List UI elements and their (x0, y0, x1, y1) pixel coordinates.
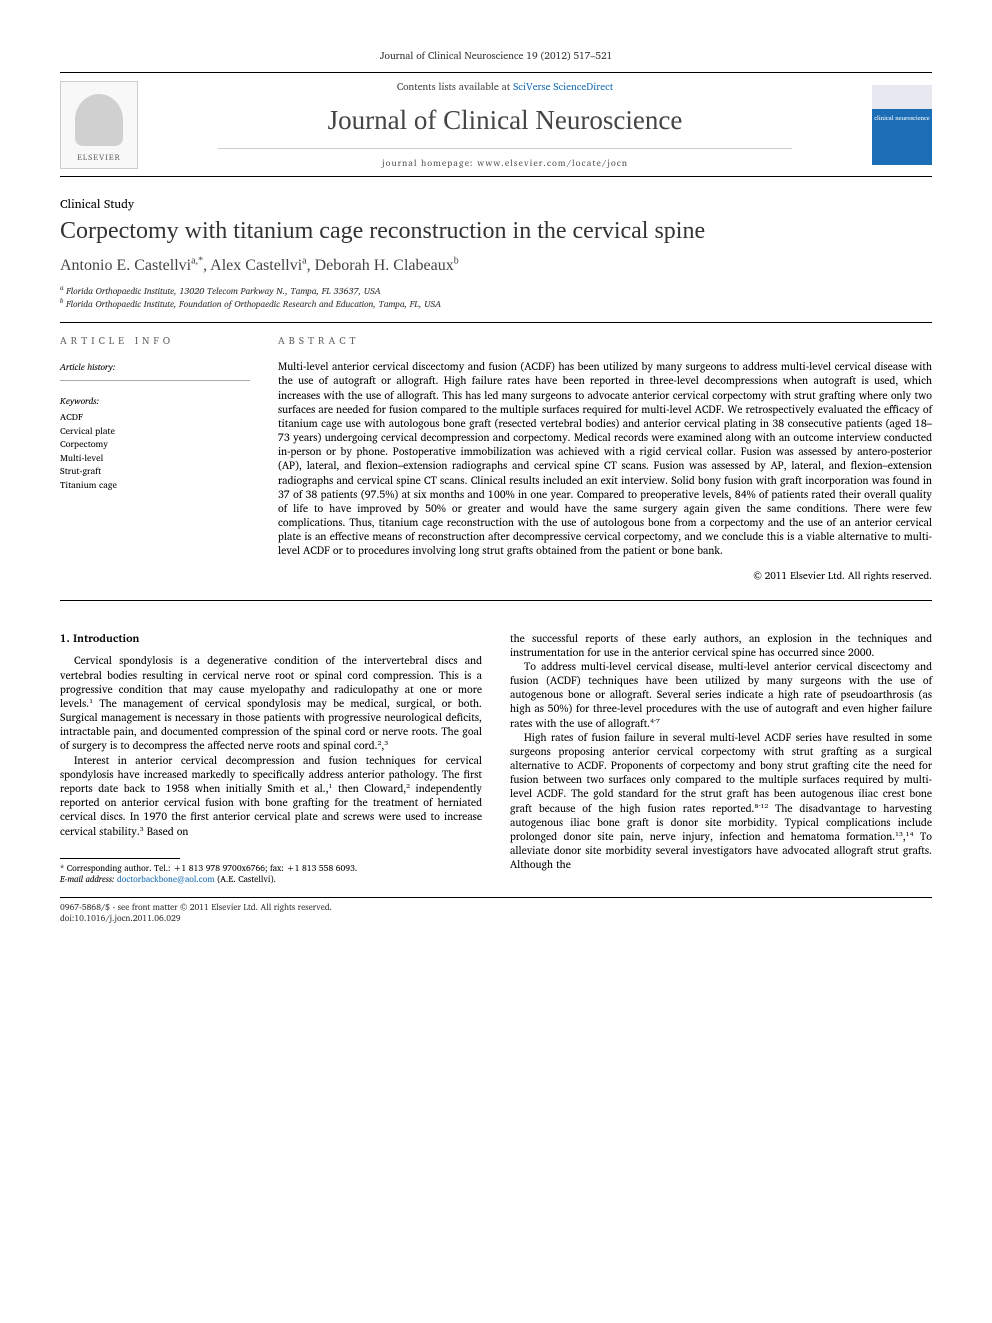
doi-line: doi:10.1016/j.jocn.2011.06.029 (60, 913, 932, 924)
keyword: ACDF (60, 410, 250, 424)
author-3: , Deborah H. Clabeaux (307, 257, 454, 274)
authors-line: Antonio E. Castellvia,*, Alex Castellvia… (60, 257, 932, 275)
publisher-label: ELSEVIER (77, 150, 121, 164)
front-matter-line: 0967-5868/$ - see front matter © 2011 El… (60, 902, 932, 913)
homepage-url[interactable]: www.elsevier.com/locate/jocn (477, 155, 628, 170)
homepage-prefix: journal homepage: (382, 155, 477, 170)
contents-line: Contents lists available at SciVerse Sci… (138, 79, 872, 95)
elsevier-logo: ELSEVIER (60, 81, 138, 169)
contents-prefix: Contents lists available at (397, 79, 513, 95)
affiliations: a Florida Orthopaedic Institute, 13020 T… (60, 285, 932, 323)
affiliation-b: b Florida Orthopaedic Institute, Foundat… (60, 298, 932, 311)
body-paragraph: the successful reports of these early au… (510, 631, 932, 659)
keyword: Cervical plate (60, 424, 250, 438)
keywords-list: ACDF Cervical plate Corpectomy Multi-lev… (60, 410, 250, 491)
article-type: Clinical Study (60, 195, 932, 214)
running-head: Journal of Clinical Neuroscience 19 (201… (60, 48, 932, 64)
email-line: E-mail address: doctorbackbone@aol.com (… (60, 874, 482, 885)
journal-cover-thumb: clinical neuroscience (872, 85, 932, 165)
author-2: , Alex Castellvi (203, 257, 302, 274)
body-paragraph: Cervical spondylosis is a degenerative c… (60, 653, 482, 752)
abstract-body: Multi-level anterior cervical discectomy… (278, 359, 932, 557)
column-right: the successful reports of these early au… (510, 631, 932, 885)
body-paragraph: To address multi-level cervical disease,… (510, 659, 932, 730)
keyword: Strut-graft (60, 464, 250, 478)
article-history-label: Article history: (60, 359, 250, 381)
column-left: 1. Introduction Cervical spondylosis is … (60, 631, 482, 885)
keyword: Corpectomy (60, 437, 250, 451)
abstract-copyright: © 2011 Elsevier Ltd. All rights reserved… (278, 568, 932, 584)
footnotes: * Corresponding author. Tel.: +1 813 978… (60, 863, 482, 885)
footer: 0967-5868/$ - see front matter © 2011 El… (60, 897, 932, 924)
abstract: ABSTRACT Multi-level anterior cervical d… (278, 333, 932, 583)
article-title: Corpectomy with titanium cage reconstruc… (60, 218, 932, 245)
abstract-heading: ABSTRACT (278, 333, 932, 349)
email-label: E-mail address: (60, 872, 114, 886)
email-link[interactable]: doctorbackbone@aol.com (117, 872, 215, 886)
journal-header-center: Contents lists available at SciVerse Sci… (138, 79, 872, 170)
article-info-heading: ARTICLE INFO (60, 333, 250, 349)
elsevier-tree-icon (75, 94, 123, 146)
keyword: Multi-level (60, 451, 250, 465)
body-columns: 1. Introduction Cervical spondylosis is … (60, 631, 932, 885)
sciencedirect-link[interactable]: SciVerse ScienceDirect (513, 79, 613, 95)
keywords-label: Keywords: (60, 393, 250, 408)
author-1: Antonio E. Castellvi (60, 257, 191, 274)
homepage-line: journal homepage: www.elsevier.com/locat… (218, 148, 792, 170)
body-paragraph: Interest in anterior cervical decompress… (60, 753, 482, 838)
journal-header: ELSEVIER Contents lists available at Sci… (60, 72, 932, 177)
body-paragraph: High rates of fusion failure in several … (510, 730, 932, 872)
email-owner: (A.E. Castellvi). (217, 872, 276, 886)
section-1-heading: 1. Introduction (60, 631, 482, 646)
journal-title: Journal of Clinical Neuroscience (138, 105, 872, 136)
info-abstract-row: ARTICLE INFO Article history: Keywords: … (60, 333, 932, 600)
footnote-rule (60, 858, 180, 859)
author-3-aff: b (454, 256, 459, 267)
article-info: ARTICLE INFO Article history: Keywords: … (60, 333, 250, 583)
cover-label: clinical neuroscience (872, 109, 932, 123)
keyword: Titanium cage (60, 478, 250, 492)
